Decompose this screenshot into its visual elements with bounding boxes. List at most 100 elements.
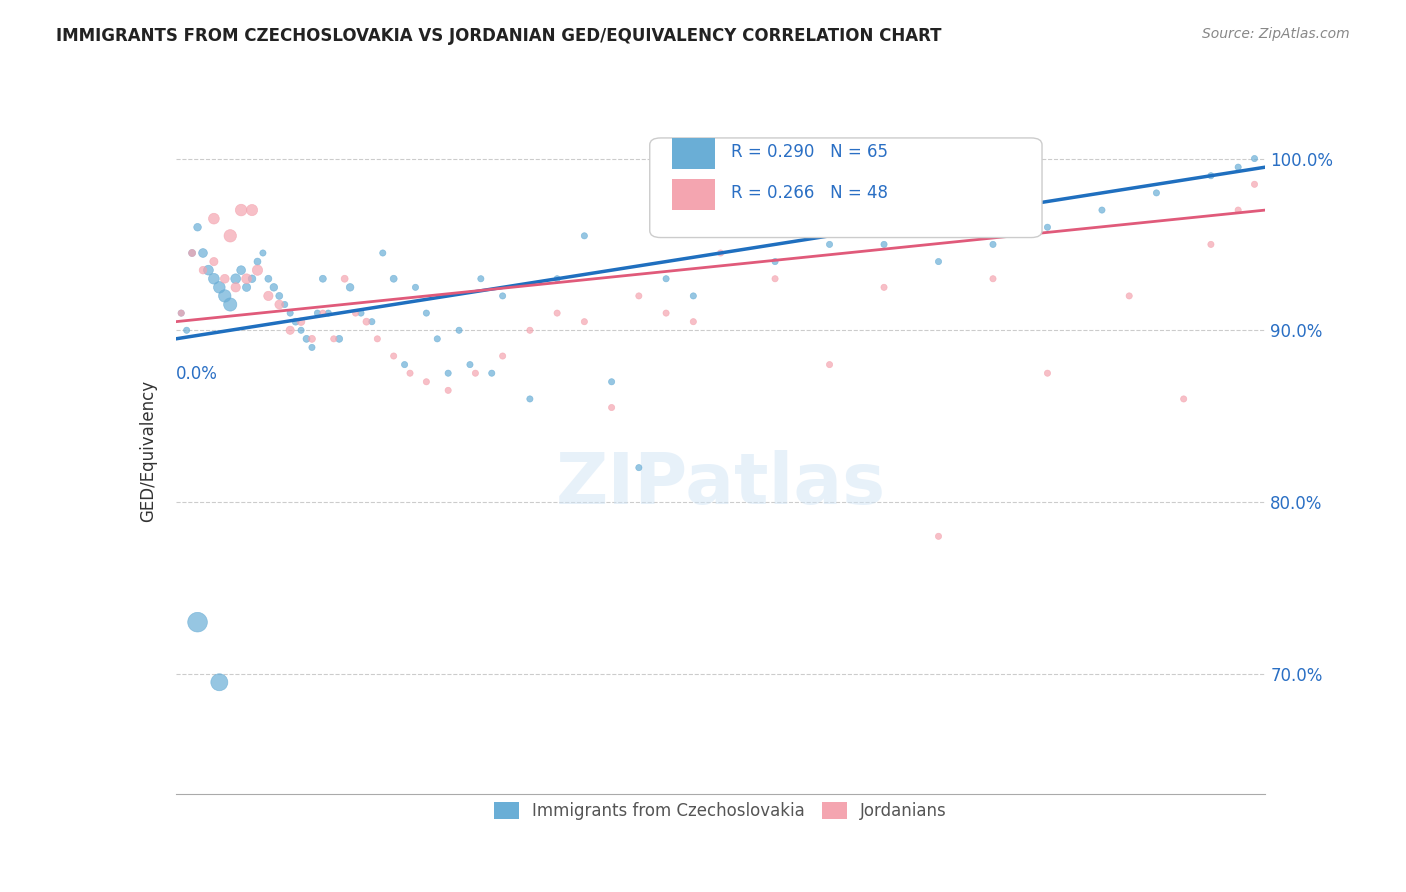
Point (225, 271, 247, 285)
Point (312, 306, 335, 320)
Point (682, 315, 704, 329)
Point (284, 315, 307, 329)
Point (235, 271, 257, 285)
Point (600, 401, 623, 415)
Point (1199, 237, 1222, 252)
Point (1118, 289, 1140, 303)
Point (394, 358, 416, 372)
Point (257, 289, 280, 303)
Point (214, 271, 236, 285)
Point (763, 271, 786, 285)
Point (1227, 202, 1250, 217)
Point (350, 306, 373, 320)
Point (170, 306, 193, 320)
Text: R = 0.266   N = 48: R = 0.266 N = 48 (731, 184, 889, 202)
Point (231, 263, 253, 277)
Point (371, 246, 394, 260)
Point (322, 332, 344, 346)
Point (246, 254, 269, 268)
Point (574, 228, 596, 243)
Point (655, 271, 678, 285)
Point (1199, 169, 1222, 183)
Point (202, 211, 225, 226)
Point (1227, 160, 1250, 174)
Point (426, 332, 449, 346)
Point (225, 280, 247, 294)
Text: Source: ZipAtlas.com: Source: ZipAtlas.com (1202, 27, 1350, 41)
Point (655, 306, 678, 320)
Point (252, 246, 274, 260)
Point (464, 366, 486, 380)
Point (415, 306, 437, 320)
Point (208, 280, 231, 294)
Point (627, 289, 650, 303)
Point (873, 237, 896, 252)
Point (437, 384, 460, 398)
Point (492, 289, 515, 303)
Point (366, 332, 388, 346)
Point (546, 271, 568, 285)
Point (415, 375, 437, 389)
Point (405, 280, 427, 294)
Point (399, 366, 422, 380)
Bar (672, 179, 716, 211)
Point (1243, 152, 1265, 166)
Y-axis label: GED/Equivalency: GED/Equivalency (139, 379, 157, 522)
Point (191, 263, 214, 277)
Point (290, 323, 312, 337)
Point (360, 315, 382, 329)
Point (1243, 178, 1265, 192)
Point (1091, 202, 1114, 217)
Point (344, 306, 367, 320)
Point (274, 297, 297, 311)
Point (186, 220, 209, 235)
Point (873, 280, 896, 294)
Text: ZIPatlas: ZIPatlas (555, 450, 886, 519)
Point (269, 297, 291, 311)
Point (546, 306, 568, 320)
Point (301, 332, 323, 346)
Point (1036, 220, 1059, 235)
Point (240, 271, 263, 285)
Point (295, 332, 318, 346)
Point (240, 202, 263, 217)
Point (981, 237, 1004, 252)
Point (519, 323, 541, 337)
Point (246, 263, 269, 277)
Point (231, 202, 253, 217)
Point (181, 246, 204, 260)
Point (339, 280, 361, 294)
Point (333, 271, 356, 285)
Point (981, 271, 1004, 285)
Text: R = 0.290   N = 65: R = 0.290 N = 65 (731, 143, 889, 161)
Point (202, 271, 225, 285)
Point (170, 306, 193, 320)
Point (458, 358, 481, 372)
Point (818, 358, 841, 372)
Point (197, 263, 219, 277)
Point (263, 280, 285, 294)
Point (307, 306, 329, 320)
Point (328, 332, 350, 346)
Legend: Immigrants from Czechoslovakia, Jordanians: Immigrants from Czechoslovakia, Jordania… (488, 796, 953, 827)
Point (301, 340, 323, 354)
Point (278, 306, 301, 320)
Point (191, 246, 214, 260)
Point (928, 254, 950, 268)
Point (186, 615, 209, 629)
Point (710, 194, 733, 209)
Point (269, 289, 291, 303)
Point (278, 323, 301, 337)
Text: 0.0%: 0.0% (176, 365, 218, 383)
Point (312, 271, 335, 285)
Point (219, 297, 242, 311)
Point (1144, 186, 1167, 200)
Point (682, 289, 704, 303)
Point (492, 349, 515, 363)
Point (470, 271, 492, 285)
Point (627, 460, 650, 475)
Point (235, 280, 257, 294)
Point (176, 323, 198, 337)
Point (318, 306, 340, 320)
Point (382, 271, 405, 285)
